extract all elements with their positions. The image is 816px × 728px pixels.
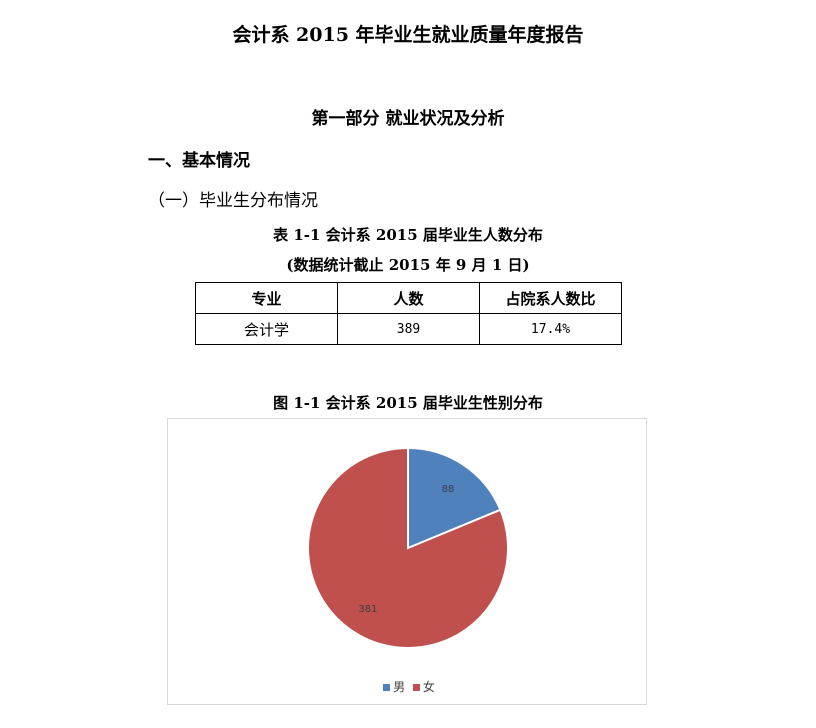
section-heading: 一、基本情况 — [148, 151, 250, 171]
legend-label-female: 女 — [422, 680, 435, 694]
data-label-female: 381 — [358, 604, 377, 615]
legend-swatch-male — [383, 684, 391, 691]
header-ratio: 占院系人数比 — [479, 282, 622, 314]
document-title: 会计系 2015 年毕业生就业质量年度报告 — [232, 24, 584, 46]
cell-major: 会计学 — [195, 313, 338, 345]
table-row: 会计学 389 17.4% — [195, 313, 622, 345]
legend-label-male: 男 — [393, 680, 406, 694]
pie-chart: 88 381 男 女 — [167, 418, 647, 705]
header-count: 人数 — [337, 282, 480, 314]
legend-swatch-female — [412, 684, 420, 691]
figure-caption: 图 1-1 会计系 2015 届毕业生性别分布 — [273, 394, 543, 412]
cell-ratio: 17.4% — [479, 313, 622, 345]
table-header-row: 专业 人数 占院系人数比 — [195, 282, 622, 314]
cell-count: 389 — [337, 313, 480, 345]
pie-slice-male — [407, 446, 502, 550]
subsection-heading: （一）毕业生分布情况 — [148, 191, 318, 211]
pie-slice-female — [307, 446, 509, 649]
data-label-male: 88 — [442, 484, 455, 495]
header-major: 专业 — [195, 282, 338, 314]
table-note: (数据统计截止 2015 年 9 月 1 日) — [286, 256, 530, 274]
table-caption: 表 1-1 会计系 2015 届毕业生人数分布 — [273, 226, 543, 244]
pie-svg: 88 381 — [307, 446, 509, 649]
part-title: 第一部分 就业状况及分析 — [311, 109, 505, 129]
chart-legend: 男 女 — [168, 678, 646, 695]
distribution-table: 专业 人数 占院系人数比 会计学 389 17.4% — [195, 282, 622, 345]
